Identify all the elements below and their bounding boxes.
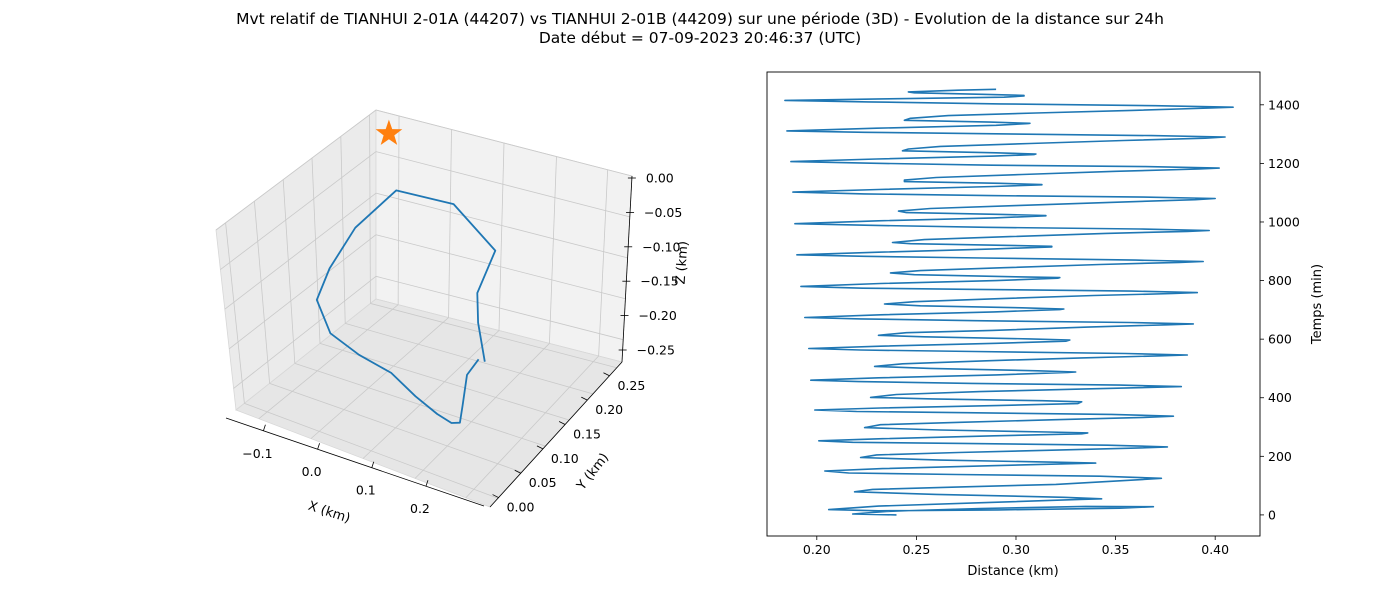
y-tick-label-3d: 0.15: [573, 426, 601, 441]
start-star-marker: [375, 119, 403, 145]
y-tick-mark-3d: [603, 372, 610, 377]
y-tick-mark-3d: [558, 421, 566, 425]
y-tick-label: 800: [1268, 273, 1292, 288]
y-axis-label-2d: Temps (min): [1310, 264, 1325, 345]
z-tick-label-3d: −0.20: [638, 308, 676, 323]
y-tick-mark-3d: [536, 445, 544, 450]
x-tick-label-3d: 0.2: [410, 501, 430, 516]
y-axis-line: [489, 361, 623, 508]
x-axis-label: X (km): [306, 499, 352, 527]
y-tick-label: 1200: [1268, 156, 1300, 171]
z-tick-label-3d: −0.05: [644, 205, 682, 220]
y-tick-mark-3d: [492, 494, 499, 498]
x-tick-label: 0.20: [803, 542, 831, 557]
y-tick-label: 400: [1268, 390, 1292, 405]
y-tick-label-3d: 0.05: [529, 475, 557, 490]
y-tick-label-3d: 0.00: [507, 500, 535, 515]
y-tick-label-3d: 0.25: [617, 378, 645, 393]
grid-3d: [215, 109, 633, 499]
y-tick-label-3d: 0.10: [551, 451, 579, 466]
x-tick-label: 0.40: [1201, 542, 1229, 557]
axes-2d: 0.20 0.25 0.30 0.35 0.40 0 200 400 600 800 1000 12…: [766, 71, 1325, 579]
x-tick-label: 0.30: [1002, 542, 1030, 557]
x-axis-line: [225, 417, 485, 507]
trajectory-line-3d: [315, 189, 497, 424]
y-tick-label: 1400: [1268, 97, 1300, 112]
axis-lines-3d: [225, 175, 633, 508]
z-tick-label-3d: −0.10: [642, 239, 680, 254]
y-axis-label: Y (km): [574, 451, 613, 494]
x-tick-label-3d: 0.1: [356, 483, 376, 498]
ticks-3d: −0.1 0.0 0.1 0.2 0.00 0.05 0.10 0.15 0.20 0.25 0.0…: [242, 171, 682, 517]
y-tick-label: 200: [1268, 449, 1292, 464]
y-ticks-2d: 0 200 400 600 800 1000 1200 1400: [1260, 97, 1300, 522]
chart-title-line2: Date début = 07-09-2023 20:46:37 (UTC): [538, 29, 862, 47]
y-tick-label: 600: [1268, 332, 1292, 347]
z-axis-label: Z (km): [674, 241, 692, 285]
z-tick-label-3d: −0.25: [637, 343, 675, 358]
y-tick-mark-3d: [514, 469, 521, 474]
chart-title-line1: Mvt relatif de TIANHUI 2-01A (44207) vs …: [236, 10, 1164, 28]
x-tick-mark-3d: [263, 424, 266, 431]
y-tick-label: 0: [1268, 507, 1276, 522]
y-tick-label-3d: 0.20: [595, 402, 623, 417]
x-tick-mark-3d: [371, 461, 375, 468]
x-tick-label: 0.35: [1102, 542, 1130, 557]
x-tick-label-3d: 0.0: [302, 464, 322, 479]
x-tick-mark-3d: [317, 443, 320, 450]
plot-area-frame: [766, 71, 1261, 537]
z-tick-label-3d: −0.15: [640, 274, 678, 289]
x-tick-label-3d: −0.1: [242, 446, 272, 461]
x-ticks-2d: 0.20 0.25 0.30 0.35 0.40: [803, 536, 1229, 557]
axes-3d: −0.1 0.0 0.1 0.2 0.00 0.05 0.10 0.15 0.20 0.25 0.0…: [215, 109, 692, 527]
y-tick-label: 1000: [1268, 214, 1300, 229]
x-tick-label: 0.25: [902, 542, 930, 557]
x-axis-label-2d: Distance (km): [967, 564, 1058, 579]
distance-series-line: [784, 88, 1234, 516]
z-tick-label-3d: 0.00: [646, 171, 674, 186]
y-tick-mark-3d: [581, 396, 588, 401]
z-axis-line: [621, 175, 633, 363]
x-tick-mark-3d: [425, 480, 429, 487]
